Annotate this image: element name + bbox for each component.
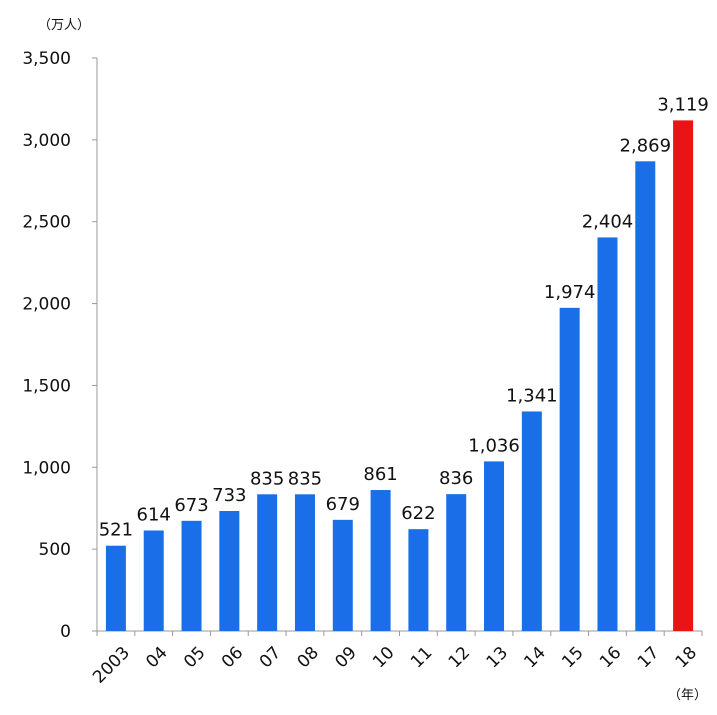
- y-tick-label: 1,500: [22, 376, 71, 396]
- x-tick-label: 14: [520, 643, 549, 672]
- x-tick-label: 17: [634, 643, 663, 672]
- data-label-07: 835: [250, 468, 284, 489]
- data-label-17: 2,869: [620, 135, 672, 156]
- bar-2003: [105, 545, 126, 631]
- bar-09: [332, 519, 353, 631]
- bar-18: [673, 120, 694, 631]
- bar-11: [408, 529, 429, 631]
- data-label-15: 1,974: [544, 282, 596, 303]
- x-tick-label: 08: [294, 643, 323, 672]
- x-tick-label: 09: [331, 643, 360, 672]
- data-label-18: 3,119: [657, 94, 709, 115]
- y-axis-unit-label: （万人）: [38, 18, 90, 33]
- data-label-08: 835: [288, 468, 322, 489]
- y-tick-label: 2,000: [22, 295, 71, 315]
- y-tick-label: 3,000: [22, 131, 71, 151]
- y-tick-label: 1,000: [22, 458, 71, 478]
- y-tick-label: 2,500: [22, 213, 71, 233]
- data-label-05: 673: [174, 495, 208, 516]
- data-label-10: 861: [363, 464, 397, 485]
- y-tick-label: 500: [39, 540, 71, 560]
- x-tick-label: 18: [672, 643, 701, 672]
- data-label-04: 614: [137, 504, 171, 525]
- x-tick-label: 04: [142, 643, 171, 672]
- data-label-06: 733: [212, 485, 246, 506]
- y-tick-label: 0: [60, 622, 71, 642]
- data-label-12: 836: [439, 468, 473, 489]
- bar-08: [294, 494, 315, 631]
- bar-14: [521, 411, 542, 631]
- x-tick-label: 07: [256, 643, 285, 672]
- data-label-16: 2,404: [582, 211, 634, 232]
- bar-05: [181, 520, 202, 631]
- bar-17: [635, 161, 656, 631]
- y-tick-label: 3,500: [22, 49, 71, 69]
- bar-13: [484, 461, 505, 631]
- data-label-09: 679: [326, 494, 360, 515]
- bar-06: [219, 510, 240, 631]
- x-tick-label: 06: [218, 643, 247, 672]
- bar-10: [370, 490, 391, 631]
- x-tick-label: 10: [369, 643, 398, 672]
- data-label-11: 622: [401, 503, 435, 524]
- bar-15: [559, 307, 580, 631]
- data-label-14: 1,341: [506, 385, 558, 406]
- x-tick-label: 05: [180, 643, 209, 672]
- x-tick-label: 13: [483, 643, 512, 672]
- x-tick-label: 15: [558, 643, 587, 672]
- bar-07: [257, 494, 278, 631]
- bar-12: [446, 494, 467, 631]
- data-label-13: 1,036: [468, 435, 520, 456]
- x-tick-label: 2003: [89, 643, 134, 688]
- bar-04: [143, 530, 164, 631]
- data-label-2003: 521: [99, 520, 133, 541]
- x-axis-unit-label: （年）: [668, 688, 707, 703]
- x-tick-label: 16: [596, 643, 625, 672]
- x-tick-label: 12: [445, 643, 474, 672]
- x-tick-label: 11: [407, 643, 436, 672]
- bar-16: [597, 237, 618, 632]
